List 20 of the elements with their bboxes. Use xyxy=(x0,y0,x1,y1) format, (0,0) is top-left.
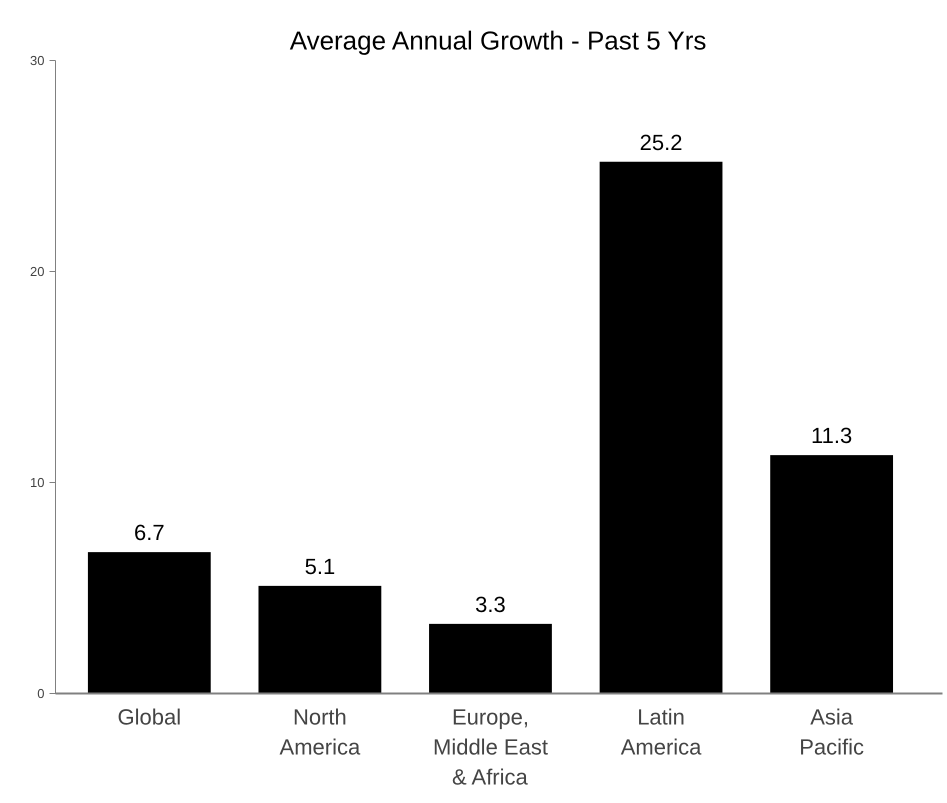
y-tick-label: 0 xyxy=(37,686,45,701)
x-tick-label: Latin America xyxy=(620,704,702,760)
x-tick-label: Europe, Middle East & Africa xyxy=(433,704,548,790)
data-label: 25.2 xyxy=(640,130,682,155)
x-tick-label: North America xyxy=(280,704,361,760)
data-label: 3.3 xyxy=(475,592,506,617)
bar xyxy=(770,455,894,694)
x-tick-label: Global xyxy=(118,704,182,730)
data-label: 6.7 xyxy=(134,520,165,546)
data-label: 5.1 xyxy=(304,554,336,579)
data-label: 11.3 xyxy=(811,423,852,448)
y-tick-label: 20 xyxy=(30,264,45,279)
bar xyxy=(600,162,722,694)
bar xyxy=(429,624,552,694)
bar xyxy=(88,552,211,694)
bar xyxy=(258,586,382,694)
x-tick-label: Asia Pacific xyxy=(799,704,864,760)
chart-title: Average Annual Growth - Past 5 Yrs xyxy=(290,26,706,56)
y-tick-label: 10 xyxy=(30,475,45,490)
y-tick-label: 30 xyxy=(30,53,45,68)
